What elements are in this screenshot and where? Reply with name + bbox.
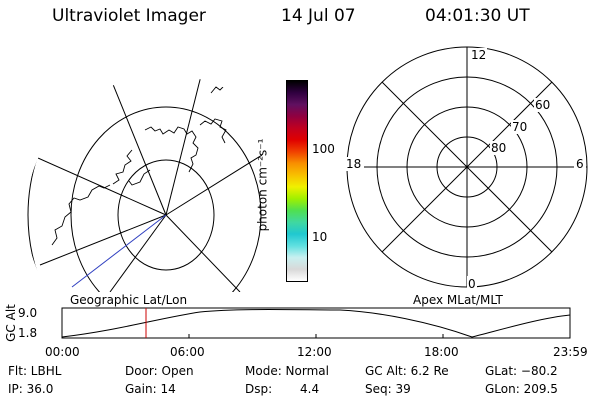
polar-plot: 12 18 6 0 60 70 80 — [344, 46, 588, 291]
gc-alt-value: GC Alt: 6.2 Re — [365, 364, 449, 378]
polar-axis — [381, 81, 553, 253]
mlat-label-70: 70 — [512, 120, 527, 134]
glon-value: GLon: 209.5 — [485, 382, 558, 396]
color-bar — [286, 80, 308, 282]
lon-line — [165, 214, 241, 292]
lon-line — [39, 214, 167, 266]
altitude-plot — [61, 307, 571, 339]
glat-value: GLat: −80.2 — [485, 364, 558, 378]
dsp-value: 4.4 — [300, 382, 320, 396]
mlt-label-18: 18 — [346, 157, 361, 171]
lat-circle-2 — [70, 106, 262, 292]
altitude-curve — [61, 309, 571, 338]
x-tick-0600: 06:00 — [170, 345, 205, 359]
x-tick-0000: 00:00 — [45, 345, 80, 359]
colorbar-tick-100: 100 — [312, 142, 335, 156]
mode-value: Mode: Normal — [245, 364, 329, 378]
altitude-ylabel: GC Alt — [3, 304, 18, 342]
seq-value: Seq: 39 — [365, 382, 411, 396]
dsp-label: Dsp: — [245, 382, 273, 396]
colorbar-tick-10: 10 — [312, 230, 328, 244]
lon-line — [109, 214, 167, 292]
time-label: 04:01:30 UT — [425, 6, 530, 26]
altitude-ymax: 9.0 — [18, 306, 38, 320]
x-tick-1800: 18:00 — [424, 345, 459, 359]
mlt-label-12: 12 — [471, 48, 486, 62]
mlt-label-0: 0 — [468, 277, 476, 291]
lon-line — [94, 75, 167, 216]
lat-circle-1 — [117, 159, 215, 271]
mlat-label-80: 80 — [491, 141, 506, 155]
date-label: 14 Jul 07 — [281, 6, 356, 26]
colorbar-unit-label: photon cm⁻²s⁻¹ — [255, 138, 270, 232]
geographic-map — [26, 75, 262, 292]
lon-line — [26, 149, 167, 216]
ip-value: IP: 36.0 — [8, 382, 54, 396]
orbit-track — [71, 214, 167, 288]
altitude-ymin: 1.8 — [18, 326, 38, 340]
lon-line — [165, 154, 262, 216]
mlt-label-6: 6 — [576, 157, 584, 171]
app-title: Ultraviolet Imager — [52, 6, 206, 26]
filter-value: Flt: LBHL — [8, 364, 62, 378]
lat-circle-3 — [27, 75, 262, 292]
geographic-caption: Geographic Lat/Lon — [70, 293, 188, 307]
door-status: Door: Open — [125, 364, 194, 378]
x-tick-1200: 12:00 — [297, 345, 332, 359]
x-tick-2359: 23:59 — [553, 345, 588, 359]
mlat-label-60: 60 — [535, 98, 550, 112]
gain-value: Gain: 14 — [125, 382, 176, 396]
apex-caption: Apex MLat/MLT — [413, 293, 503, 307]
coastline — [51, 75, 241, 246]
lon-line — [165, 75, 211, 216]
